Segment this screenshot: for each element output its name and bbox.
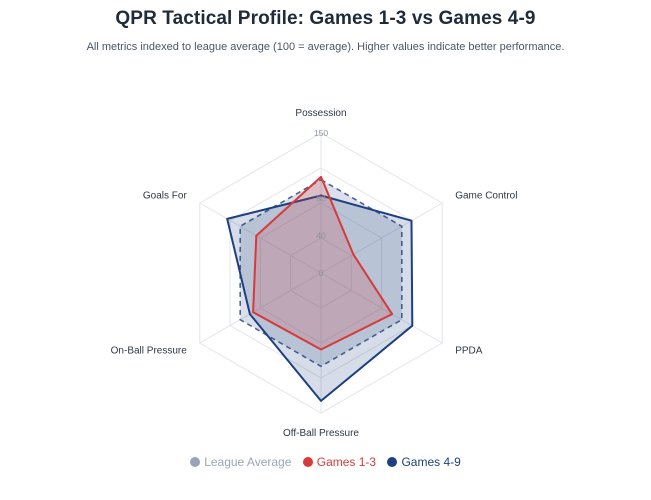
legend-item-league-average[interactable]: League Average	[190, 455, 291, 469]
chart-subtitle: All metrics indexed to league average (1…	[86, 41, 565, 53]
tick-label-150: 150	[314, 128, 328, 138]
grid-spoke-goals-for	[199, 202, 322, 274]
axis-label-ppda: PPDA	[455, 346, 483, 357]
grid-spoke-on-ball-pressure	[199, 272, 322, 344]
axis-label-goals-for: Goals For	[143, 191, 188, 202]
series-games-4-9	[226, 194, 414, 402]
legend-item-games-1-3[interactable]: Games 1-3	[302, 455, 377, 469]
series-league-average	[239, 178, 403, 368]
chart-legend: League Average Games 1-3 Games 4-9	[0, 455, 651, 469]
series-games-1-3	[252, 175, 394, 351]
legend-dot-league-average	[190, 457, 201, 467]
tick-label-80: 80	[316, 193, 326, 203]
radar-series	[226, 175, 414, 402]
grid-spoke-ppda	[320, 272, 443, 344]
legend-item-games-4-9[interactable]: Games 4-9	[387, 455, 461, 469]
axis-label-on-ball-pressure: On-Ball Pressure	[111, 346, 188, 357]
legend-dot-games-1-3	[302, 457, 313, 467]
legend-label-games-1-3: Games 1-3	[316, 455, 377, 469]
radar-labels: 0 40 80 150 Possession Game Control PPDA Off-Ba…	[111, 108, 518, 439]
axis-label-off-ball-pressure: Off-Ball Pressure	[283, 428, 359, 439]
tick-label-40: 40	[316, 231, 326, 241]
chart-title: QPR Tactical Profile: Games 1-3 vs Games…	[115, 8, 536, 29]
legend-dot-games-4-9	[387, 457, 398, 467]
tick-label-0: 0	[319, 268, 324, 278]
legend-label-games-4-9: Games 4-9	[401, 455, 461, 469]
grid-spoke-game-control	[320, 202, 443, 274]
axis-label-possession: Possession	[295, 108, 346, 119]
axis-label-game-control: Game Control	[455, 191, 517, 202]
legend-label-league-average: League Average	[204, 455, 292, 469]
